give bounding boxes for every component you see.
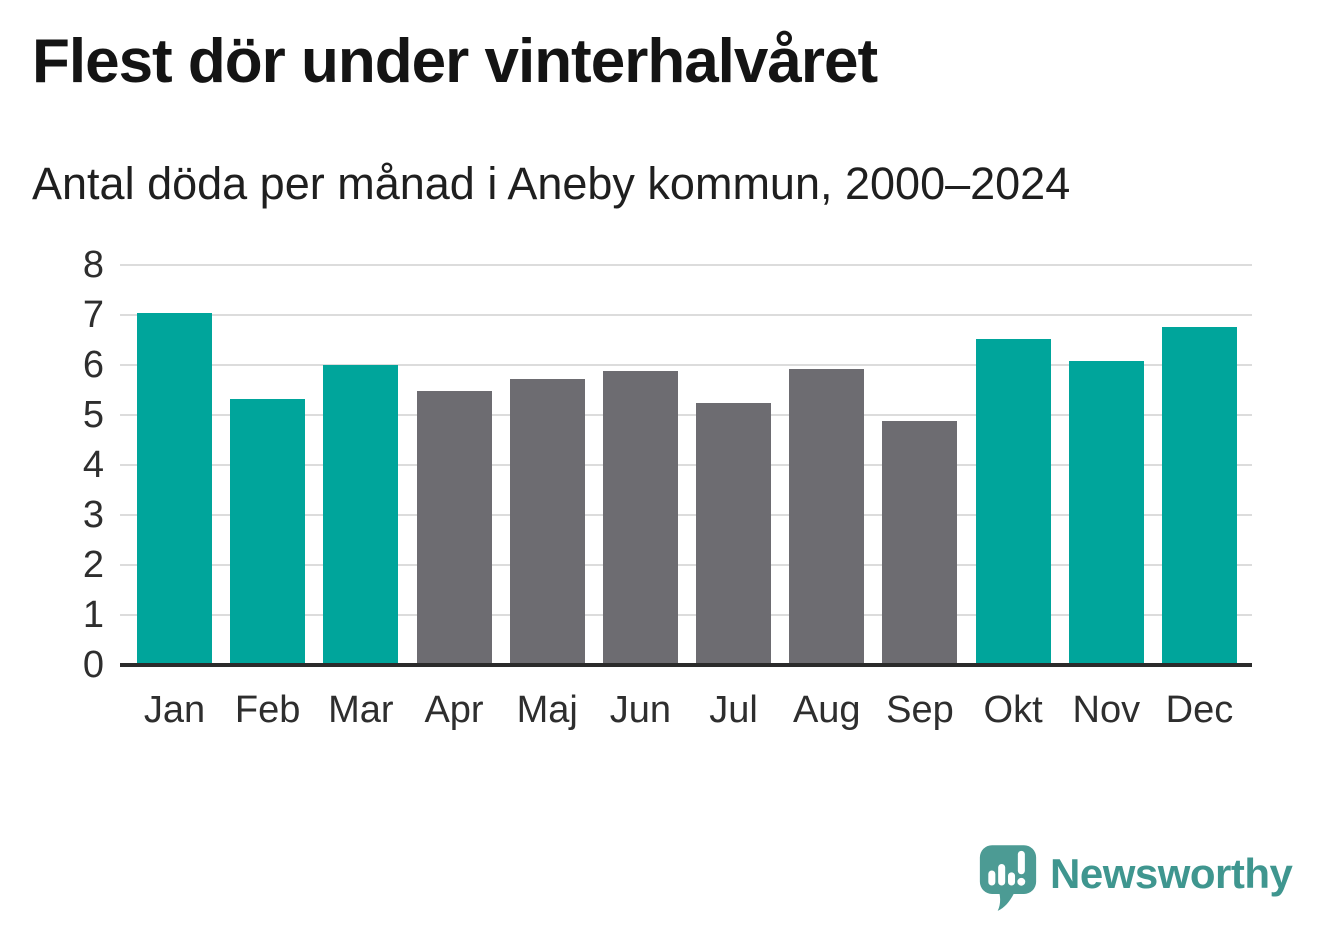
x-tick-label-sep: Sep <box>886 689 954 731</box>
x-tick-label-jun: Jun <box>609 689 672 731</box>
bar-apr <box>416 391 492 665</box>
x-tick-label-mar: Mar <box>328 689 394 731</box>
bar-mar <box>323 365 399 665</box>
y-tick-label-0: 0 <box>82 644 104 686</box>
gridline-3 <box>120 514 1252 516</box>
bar-nov <box>1068 361 1144 665</box>
x-tick-label-feb: Feb <box>234 689 301 731</box>
gridline-5 <box>120 414 1252 416</box>
gridline-1 <box>120 614 1252 616</box>
x-axis: Jan Feb Mar Apr Maj Jun Jul Aug Sep Okt Nov Dec <box>120 686 1252 738</box>
x-tick-label-maj: Maj <box>516 689 578 731</box>
newsworthy-logo-icon <box>979 845 1037 911</box>
bar-maj <box>509 379 585 665</box>
y-tick-label-1: 1 <box>82 594 104 636</box>
newsworthy-logo-text: Newsworthy <box>1050 850 1293 897</box>
chart-title: Flest dör under vinterhalvåret <box>32 27 878 96</box>
gridline-4 <box>120 464 1252 466</box>
plot-area <box>120 264 1252 667</box>
x-tick-label-apr: Apr <box>424 689 484 731</box>
x-axis-line <box>120 663 1252 667</box>
x-tick-label-nov: Nov <box>1072 689 1141 731</box>
bar-sep <box>882 421 958 665</box>
newsworthy-logo: Newsworthy <box>978 843 1293 913</box>
x-tick-label-okt: Okt <box>983 689 1043 731</box>
gridline-7 <box>120 314 1252 316</box>
y-tick-label-8: 8 <box>82 244 104 286</box>
bar-jun <box>602 371 678 665</box>
y-tick-label-6: 6 <box>82 344 104 386</box>
bar-jul <box>696 403 772 665</box>
y-axis: 0 1 2 3 4 5 6 7 8 <box>0 244 104 686</box>
x-tick-label-jan: Jan <box>143 689 206 731</box>
bar-feb <box>230 399 306 665</box>
bar-aug <box>789 369 865 665</box>
gridline-2 <box>120 564 1252 566</box>
x-tick-label-jul: Jul <box>709 689 758 731</box>
bar-dec <box>1161 327 1237 665</box>
y-tick-label-7: 7 <box>82 294 104 336</box>
y-tick-label-4: 4 <box>82 444 104 486</box>
gridline-8 <box>120 264 1252 266</box>
bar-jan <box>137 313 212 665</box>
x-tick-label-dec: Dec <box>1165 689 1234 731</box>
x-tick-label-aug: Aug <box>792 689 861 731</box>
y-tick-label-2: 2 <box>82 544 104 586</box>
gridline-6 <box>120 364 1252 366</box>
chart-subtitle: Antal döda per månad i Aneby kommun, 200… <box>32 158 1071 209</box>
y-tick-label-3: 3 <box>82 494 104 536</box>
bar-okt <box>975 339 1051 665</box>
y-tick-label-5: 5 <box>82 394 104 436</box>
